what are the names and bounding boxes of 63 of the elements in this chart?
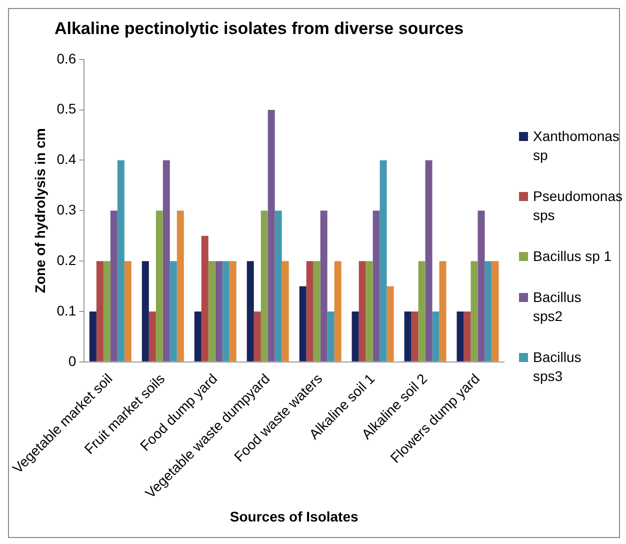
bar (274, 210, 282, 362)
bar (176, 210, 184, 362)
bar (117, 160, 124, 362)
bar (366, 261, 373, 362)
legend-label: Bacillus sp 1 (533, 247, 612, 266)
bar (246, 261, 254, 362)
bar (148, 311, 156, 362)
bar (418, 261, 426, 362)
bar (404, 311, 412, 362)
legend-label: Xanthomonas sp (533, 127, 620, 165)
bar (260, 210, 268, 362)
bar (215, 261, 222, 362)
bar (268, 110, 275, 362)
bar (334, 261, 342, 362)
bar (254, 311, 261, 362)
bar (96, 261, 104, 362)
bar (411, 311, 418, 362)
y-tick-label: 0.3 (56, 202, 76, 218)
bar (103, 261, 110, 362)
bar (156, 210, 163, 362)
bar (124, 261, 132, 362)
bar (484, 261, 492, 362)
bar (208, 261, 216, 362)
legend-label: Pseudomonas sps (533, 187, 623, 225)
bar (142, 261, 149, 362)
bar (229, 261, 236, 362)
bar (439, 261, 446, 362)
bar (425, 160, 432, 362)
bar (470, 261, 478, 362)
bar (380, 160, 387, 362)
y-tick-label: 0.4 (56, 151, 76, 168)
bar (89, 311, 96, 362)
y-tick-label: 0.5 (56, 100, 76, 117)
bar (478, 210, 485, 362)
bar (386, 286, 394, 362)
bar (306, 261, 314, 362)
bar (299, 286, 306, 362)
y-tick-label: 0.1 (56, 302, 76, 318)
bar (110, 210, 118, 362)
legend-label: Bacillus sps2 (533, 288, 582, 326)
bar (358, 261, 366, 362)
chart-title: Alkaline pectinolytic isolates from diverse sources (54, 18, 464, 38)
legend-label: Bacillus sps3 (533, 348, 582, 386)
bar (222, 261, 230, 362)
y-tick-label: 0.6 (56, 50, 76, 66)
bar (282, 261, 289, 362)
y-tick-label: 0.2 (56, 252, 76, 268)
bar (194, 311, 202, 362)
x-axis-title: Sources of Isolates (230, 508, 358, 524)
y-tick-label: 0 (68, 352, 76, 369)
bar (327, 311, 334, 362)
bar (170, 261, 177, 362)
bar (464, 311, 471, 362)
bar (456, 311, 464, 362)
bar (352, 311, 359, 362)
bar (201, 236, 208, 362)
bar (432, 311, 440, 362)
bar (313, 261, 320, 362)
bar (162, 160, 170, 362)
bar (492, 261, 499, 362)
y-axis-title: Zone of hydrolysis in cm (32, 128, 48, 294)
bar (320, 210, 328, 362)
bar (372, 210, 380, 362)
